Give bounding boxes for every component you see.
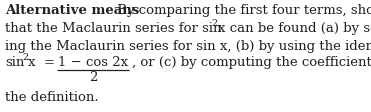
Text: 2: 2 — [89, 71, 97, 84]
Text: x can be found (a) by squar-: x can be found (a) by squar- — [218, 22, 371, 35]
Text: ing the Maclaurin series for sin x, (b) by using the identity: ing the Maclaurin series for sin x, (b) … — [5, 40, 371, 53]
Text: x  =: x = — [28, 56, 55, 69]
Text: the definition.: the definition. — [5, 91, 99, 104]
Text: sin: sin — [5, 56, 24, 69]
Text: 1 − cos 2x: 1 − cos 2x — [58, 56, 128, 69]
Text: By comparing the first four terms, show: By comparing the first four terms, show — [113, 4, 371, 17]
Text: that the Maclaurin series for sin: that the Maclaurin series for sin — [5, 22, 221, 35]
Text: Alternative means: Alternative means — [5, 4, 139, 17]
Text: 2: 2 — [22, 53, 28, 62]
Text: , or (c) by computing the coefficients using: , or (c) by computing the coefficients u… — [132, 56, 371, 69]
Text: 2: 2 — [211, 19, 217, 28]
